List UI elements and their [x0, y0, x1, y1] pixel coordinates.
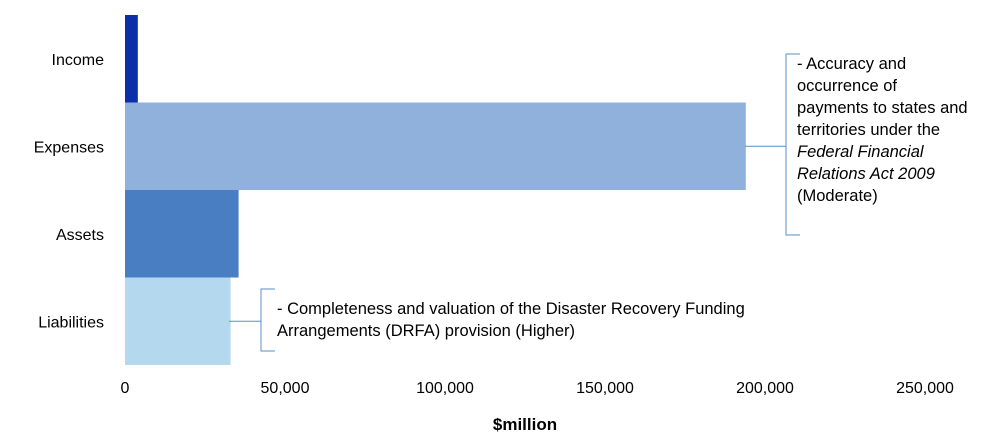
category-label-income: Income: [52, 52, 105, 69]
x-tick-label: 100,000: [416, 380, 474, 397]
expenses-annotation: - Accuracy and occurrence of payments to…: [797, 53, 972, 207]
annotation-bracket: [229, 288, 275, 352]
bars-group: [125, 15, 746, 365]
bar-assets: [125, 190, 239, 278]
annotation-text: - Completeness and valuation of the Disa…: [277, 300, 745, 340]
annotation-bracket: [745, 53, 800, 236]
x-tick-label: 50,000: [261, 380, 310, 397]
category-label-liabilities: Liabilities: [38, 314, 104, 331]
x-tick-label: 250,000: [896, 380, 954, 397]
bar-expenses: [125, 102, 746, 190]
category-label-expenses: Expenses: [34, 139, 104, 156]
annotation-text: (Moderate): [797, 187, 878, 205]
annotation-brackets: [229, 53, 800, 352]
category-label-assets: Assets: [56, 227, 104, 244]
x-tick-label: 150,000: [576, 380, 634, 397]
x-tick-labels: 0 50,000 100,000 150,000 200,000 250,000: [121, 380, 954, 397]
category-labels: Income Expenses Assets Liabilities: [34, 52, 104, 332]
bar-income: [125, 15, 138, 103]
liabilities-annotation: - Completeness and valuation of the Disa…: [277, 298, 837, 342]
x-axis-title: $million: [493, 415, 557, 434]
x-tick-label: 200,000: [736, 380, 794, 397]
x-tick-label: 0: [121, 380, 130, 397]
annotation-text: - Accuracy and occurrence of payments to…: [797, 55, 968, 139]
bar-liabilities: [125, 277, 231, 365]
annotation-text: Federal Financial Relations Act 2009: [797, 143, 935, 183]
